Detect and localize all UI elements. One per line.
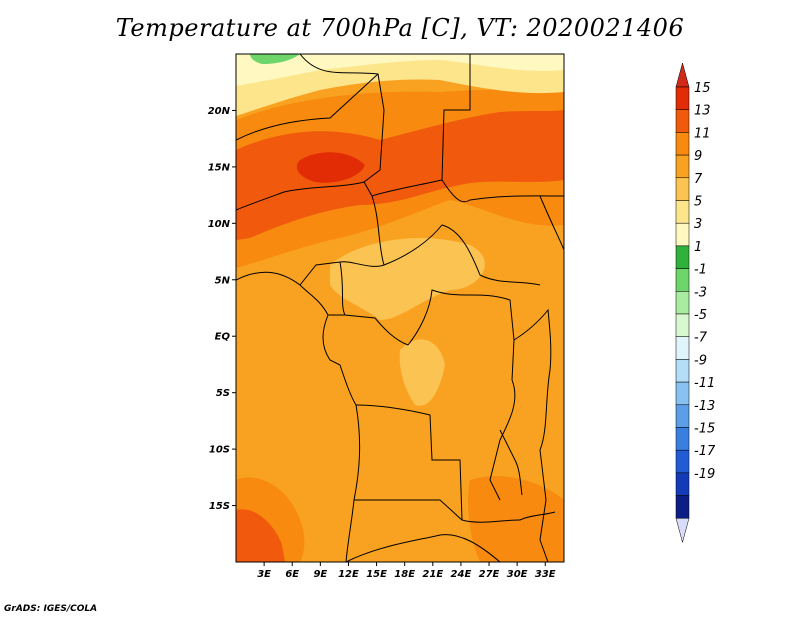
lon-tick-label: 27E: [479, 569, 500, 580]
colorbar-label: -7: [694, 331, 708, 346]
colorbar-segment: [675, 200, 690, 224]
colorbar-label: -19: [694, 467, 715, 482]
colorbar-segment: [675, 268, 690, 292]
lon-tick-label: 15E: [366, 569, 387, 580]
hot-southwest: [236, 509, 285, 562]
colorbar-segment: [675, 381, 690, 406]
lat-tick-label: 10S: [209, 445, 230, 456]
colorbar-segment: [675, 336, 690, 360]
colorbar-bottom-arrow: [675, 518, 690, 544]
colorbar-segment: [675, 359, 690, 383]
border-line: [299, 195, 385, 286]
hot-band: [236, 110, 564, 240]
colorbar-segment: [675, 291, 690, 315]
latitude-axis: 20N 15N 10N 5N EQ 5S 10S 15S: [208, 106, 236, 512]
chart-title: Temperature at 700hPa [C], VT: 202002140…: [115, 14, 685, 42]
longitude-axis: 3E 6E 9E 12E 15E 18E 21E 24E 27E 30E 33E: [257, 562, 556, 580]
colorbar-label: 13: [694, 104, 711, 119]
border-line: [489, 379, 516, 501]
border-line: [513, 308, 552, 371]
colorbar-segment: [675, 222, 690, 247]
colorbar-segment: [675, 404, 690, 428]
colorbar-label: 5: [694, 195, 702, 210]
border-line: [236, 271, 329, 316]
colorbar-label: 7: [694, 172, 703, 187]
lon-tick-label: 6E: [285, 569, 299, 580]
green-patch: [250, 54, 300, 64]
colorbar-label: -1: [694, 263, 707, 278]
border-line: [339, 261, 409, 346]
border-line: [236, 73, 379, 141]
colorbar-segment: [675, 449, 690, 474]
lon-tick-label: 21E: [422, 569, 443, 580]
hottest-spot: [296, 152, 365, 183]
colorbar-label: -13: [694, 399, 715, 414]
cool-region-central: [330, 237, 485, 320]
colorbar-segment: [675, 132, 690, 156]
lon-tick-label: 3E: [257, 569, 271, 580]
cool-region-south: [399, 339, 445, 406]
border-line: [514, 459, 523, 496]
border-line: [322, 314, 357, 406]
border-line: [441, 179, 564, 203]
colorbar-label: -11: [694, 376, 715, 391]
credit-label: GrADS: IGES/COLA: [4, 604, 98, 614]
colorbar-segment: [675, 86, 690, 110]
coolest-north: [236, 54, 564, 86]
colorbar-top-arrow: [675, 62, 690, 88]
colorbar-label: 11: [694, 126, 711, 141]
colorbar-segment: [675, 109, 690, 133]
colorbar-segment: [675, 177, 690, 201]
lon-tick-label: 12E: [338, 569, 359, 580]
lon-tick-label: 9E: [313, 569, 327, 580]
colorbar-segment: [675, 495, 690, 519]
border-line: [236, 181, 365, 211]
colorbar-label: -9: [694, 353, 707, 368]
lat-tick-label: 15S: [209, 501, 230, 512]
lat-tick-label: 5S: [216, 388, 230, 399]
border-line: [345, 534, 501, 562]
border-line: [353, 499, 521, 523]
lon-tick-label: 18E: [394, 569, 415, 580]
border-line: [355, 404, 463, 521]
border-line: [499, 429, 516, 461]
lat-tick-label: 5N: [215, 275, 231, 286]
lat-tick-label: 10N: [208, 219, 231, 230]
colorbar: 15 13 11 9 7 5 3 1 -1 -3 -5 -7 -9 -11 -13 -15 -17 -19: [675, 62, 716, 544]
border-line: [539, 369, 551, 562]
map-frame: [235, 53, 565, 563]
colorbar-label: -15: [694, 422, 715, 437]
country-borders: [236, 54, 564, 562]
border-line: [383, 224, 541, 286]
colorbar-label: -5: [694, 308, 707, 323]
lat-tick-label: EQ: [215, 332, 231, 343]
border-line: [539, 195, 564, 251]
colorbar-segment: [675, 245, 690, 269]
colorbar-label: 9: [694, 149, 702, 164]
colorbar-label: 3: [694, 217, 702, 232]
colorbar-label: -3: [694, 285, 707, 300]
border-line: [519, 511, 556, 521]
colorbar-segment: [675, 472, 690, 496]
lon-tick-label: 24E: [451, 569, 472, 580]
colorbar-segment: [675, 427, 690, 451]
colorbar-label: -17: [694, 444, 716, 459]
lon-tick-label: 30E: [507, 569, 528, 580]
border-line: [407, 289, 515, 381]
colorbar-label: 1: [694, 240, 702, 255]
colorbar-label: 15: [694, 81, 711, 96]
lat-tick-label: 20N: [208, 106, 231, 117]
lat-tick-label: 15N: [208, 162, 231, 173]
lon-tick-label: 33E: [535, 569, 556, 580]
colorbar-segment: [675, 313, 690, 337]
temperature-field: [236, 54, 564, 562]
colorbar-segment: [675, 154, 690, 179]
